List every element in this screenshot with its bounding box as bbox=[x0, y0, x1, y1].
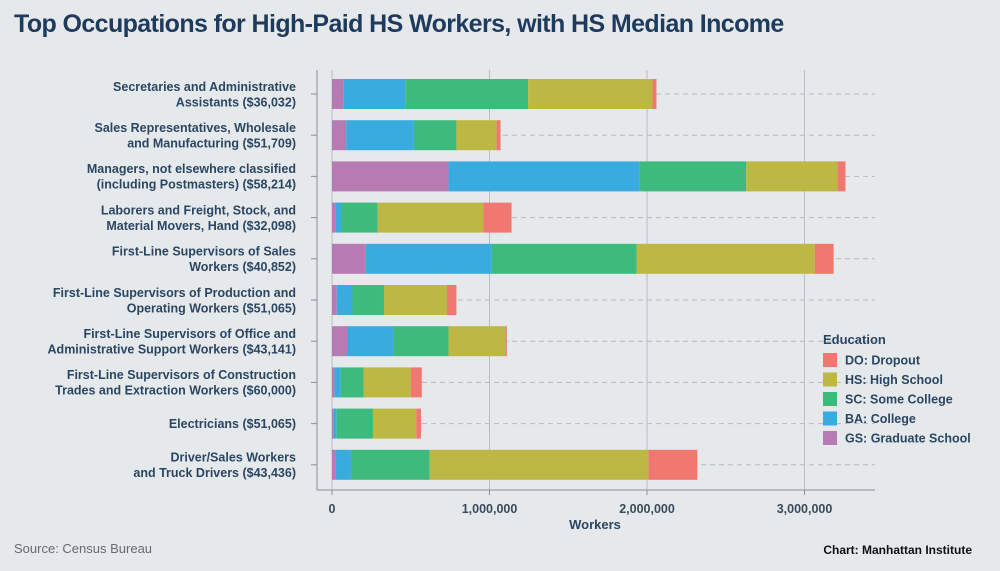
legend-swatch bbox=[823, 353, 837, 367]
x-tick-label: 0 bbox=[329, 502, 336, 516]
legend-label: BA: College bbox=[845, 412, 916, 426]
bar-segment-hs bbox=[528, 79, 653, 109]
bar-segment-do bbox=[446, 285, 457, 315]
legend-swatch bbox=[823, 431, 837, 445]
bar-segment-sc bbox=[336, 408, 373, 439]
bar-segment-do bbox=[648, 449, 698, 480]
category-label: Sales Representatives, Wholesale and Manu… bbox=[95, 121, 297, 151]
bar-segment-ba bbox=[346, 326, 394, 357]
category-label: Laborers and Freight, Stock, and Material… bbox=[101, 203, 296, 233]
bar-segment-gs bbox=[332, 161, 449, 192]
bar-segment-gs bbox=[332, 326, 347, 357]
source-note: Source: Census Bureau bbox=[14, 541, 153, 556]
bar-segment-sc bbox=[405, 79, 529, 109]
bar-segment-sc bbox=[639, 161, 747, 192]
bar-segment-sc bbox=[350, 449, 430, 480]
category-label: First-Line Supervisors of Production and… bbox=[53, 286, 296, 316]
bar-segment-gs bbox=[332, 120, 347, 151]
bar-segment-gs bbox=[332, 202, 336, 233]
category-label: First-Line Supervisors of Office and Admi… bbox=[48, 327, 296, 357]
chart-credit: Chart: Manhattan Institute bbox=[823, 543, 972, 557]
category-label: Electricians ($51,065) bbox=[169, 417, 296, 431]
bar-segment-gs bbox=[332, 449, 336, 480]
bar-segment-sc bbox=[340, 367, 364, 398]
bar-segment-ba bbox=[335, 449, 351, 480]
x-tick-label: 1,000,000 bbox=[462, 502, 518, 516]
bar-segment-do bbox=[410, 367, 422, 398]
chart-title: Top Occupations for High-Paid HS Workers… bbox=[14, 10, 784, 38]
category-label: First-Line Supervisors of Sales Workers (… bbox=[112, 245, 296, 274]
legend-label: GS: Graduate School bbox=[845, 432, 971, 446]
x-tick-label: 2,000,000 bbox=[619, 502, 675, 516]
legend-label: DO: Dropout bbox=[845, 354, 921, 368]
bar-segment-gs bbox=[332, 367, 335, 398]
bar-segment-gs bbox=[332, 285, 337, 315]
category-label: Secretaries and Administrative Assistants… bbox=[113, 80, 296, 110]
bar-segment-hs bbox=[363, 367, 411, 398]
x-axis-title: Workers bbox=[569, 517, 621, 532]
bar-segment-sc bbox=[491, 243, 637, 274]
bar-segment-hs bbox=[456, 120, 497, 151]
bar-segment-ba bbox=[336, 285, 353, 315]
bar-segment-ba bbox=[335, 202, 342, 233]
category-label: First-Line Supervisors of Construction Tr… bbox=[55, 368, 296, 398]
bar-segment-sc bbox=[352, 285, 384, 315]
bar-segment-ba bbox=[365, 243, 492, 274]
x-tick-label: 3,000,000 bbox=[777, 502, 833, 516]
legend-swatch bbox=[823, 411, 837, 426]
bar-segment-ba bbox=[346, 120, 414, 151]
legend-label: SC: Some College bbox=[845, 393, 953, 407]
bar-segment-gs bbox=[332, 79, 344, 109]
bar-segment-hs bbox=[429, 449, 649, 480]
legend-title: Education bbox=[823, 332, 886, 347]
category-label: Driver/Sales Workers and Truck Drivers ($… bbox=[133, 451, 296, 481]
bar-segment-do bbox=[483, 202, 512, 233]
bar-segment-do bbox=[652, 79, 657, 109]
category-label: Managers, not elsewhere classified (inclu… bbox=[87, 162, 296, 192]
bar-segment-do bbox=[814, 243, 834, 274]
bar-segment-hs bbox=[636, 243, 815, 274]
legend-swatch bbox=[823, 392, 837, 406]
bar-segment-gs bbox=[332, 243, 366, 274]
bar-segment-ba bbox=[333, 408, 337, 439]
legend-label: HS: High School bbox=[845, 373, 943, 387]
bar-segment-sc bbox=[393, 326, 449, 357]
legend-swatch bbox=[823, 372, 837, 387]
bar-segment-do bbox=[837, 161, 846, 192]
bar-segment-hs bbox=[746, 161, 838, 192]
bar-segment-sc bbox=[341, 202, 378, 233]
bar-segment-hs bbox=[377, 202, 484, 233]
bar-segment-gs bbox=[332, 408, 334, 439]
bar-segment-do bbox=[416, 408, 421, 439]
bar-segment-sc bbox=[413, 120, 457, 151]
bar-segment-hs bbox=[383, 285, 447, 315]
bar-segment-hs bbox=[448, 326, 506, 357]
bar-segment-ba bbox=[334, 367, 341, 398]
bar-segment-ba bbox=[343, 79, 406, 109]
bar-segment-ba bbox=[448, 161, 640, 192]
bar-segment-do bbox=[505, 326, 507, 357]
bar-segment-do bbox=[496, 120, 501, 151]
bar-segment-hs bbox=[372, 408, 417, 439]
